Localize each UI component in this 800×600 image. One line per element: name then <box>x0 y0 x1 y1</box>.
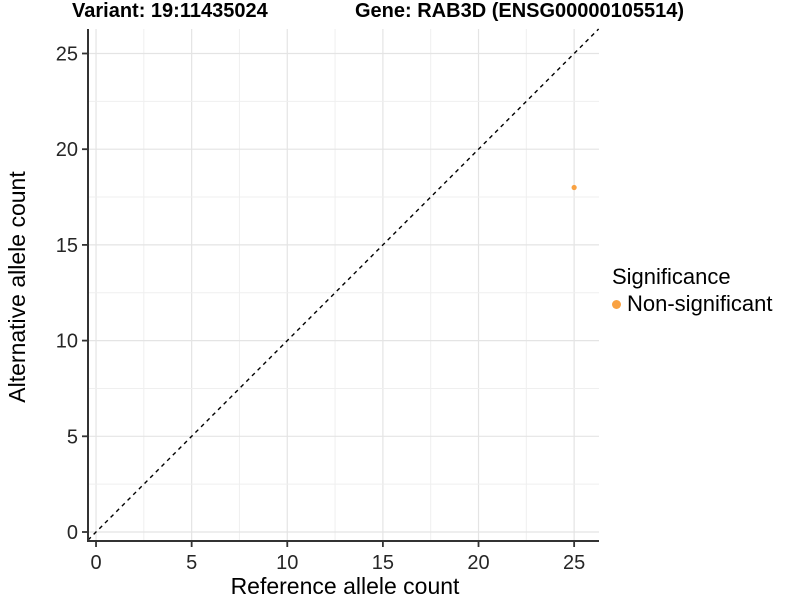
gene-title: Gene: RAB3D (ENSG00000105514) <box>355 0 685 22</box>
variant-title: Variant: 19:11435024 <box>72 0 268 22</box>
y-axis-title: Alternative allele count <box>4 171 30 403</box>
y-tick-label: 0 <box>67 522 78 544</box>
legend-point-icon <box>612 299 621 309</box>
x-tick-label: 25 <box>563 552 585 574</box>
gridlines-layer <box>88 29 599 541</box>
y-tick-label: 25 <box>56 43 78 65</box>
axes-layer: 0 5 10 15 20 25 0 5 10 15 20 25 <box>56 29 599 574</box>
x-axis-title: Reference allele count <box>231 573 460 599</box>
identity-line-layer <box>87 28 600 541</box>
legend: Significance Non-significant <box>612 264 773 317</box>
legend-title: Significance <box>612 264 731 289</box>
identity-line <box>87 28 600 541</box>
legend-item-non-significant: Non-significant <box>612 291 773 317</box>
y-tick-label: 5 <box>67 426 78 448</box>
legend-item-label: Non-significant <box>627 291 773 316</box>
y-tick-label: 20 <box>56 139 78 161</box>
x-tick-label: 20 <box>467 552 489 574</box>
data-points-layer <box>571 184 577 191</box>
data-point <box>571 184 577 191</box>
y-tick-label: 10 <box>56 331 78 353</box>
x-tick-label: 15 <box>372 552 394 574</box>
x-tick-label: 0 <box>90 552 101 574</box>
y-tick-label: 15 <box>56 235 78 257</box>
x-tick-label: 5 <box>186 552 197 574</box>
x-tick-label: 10 <box>276 552 298 574</box>
